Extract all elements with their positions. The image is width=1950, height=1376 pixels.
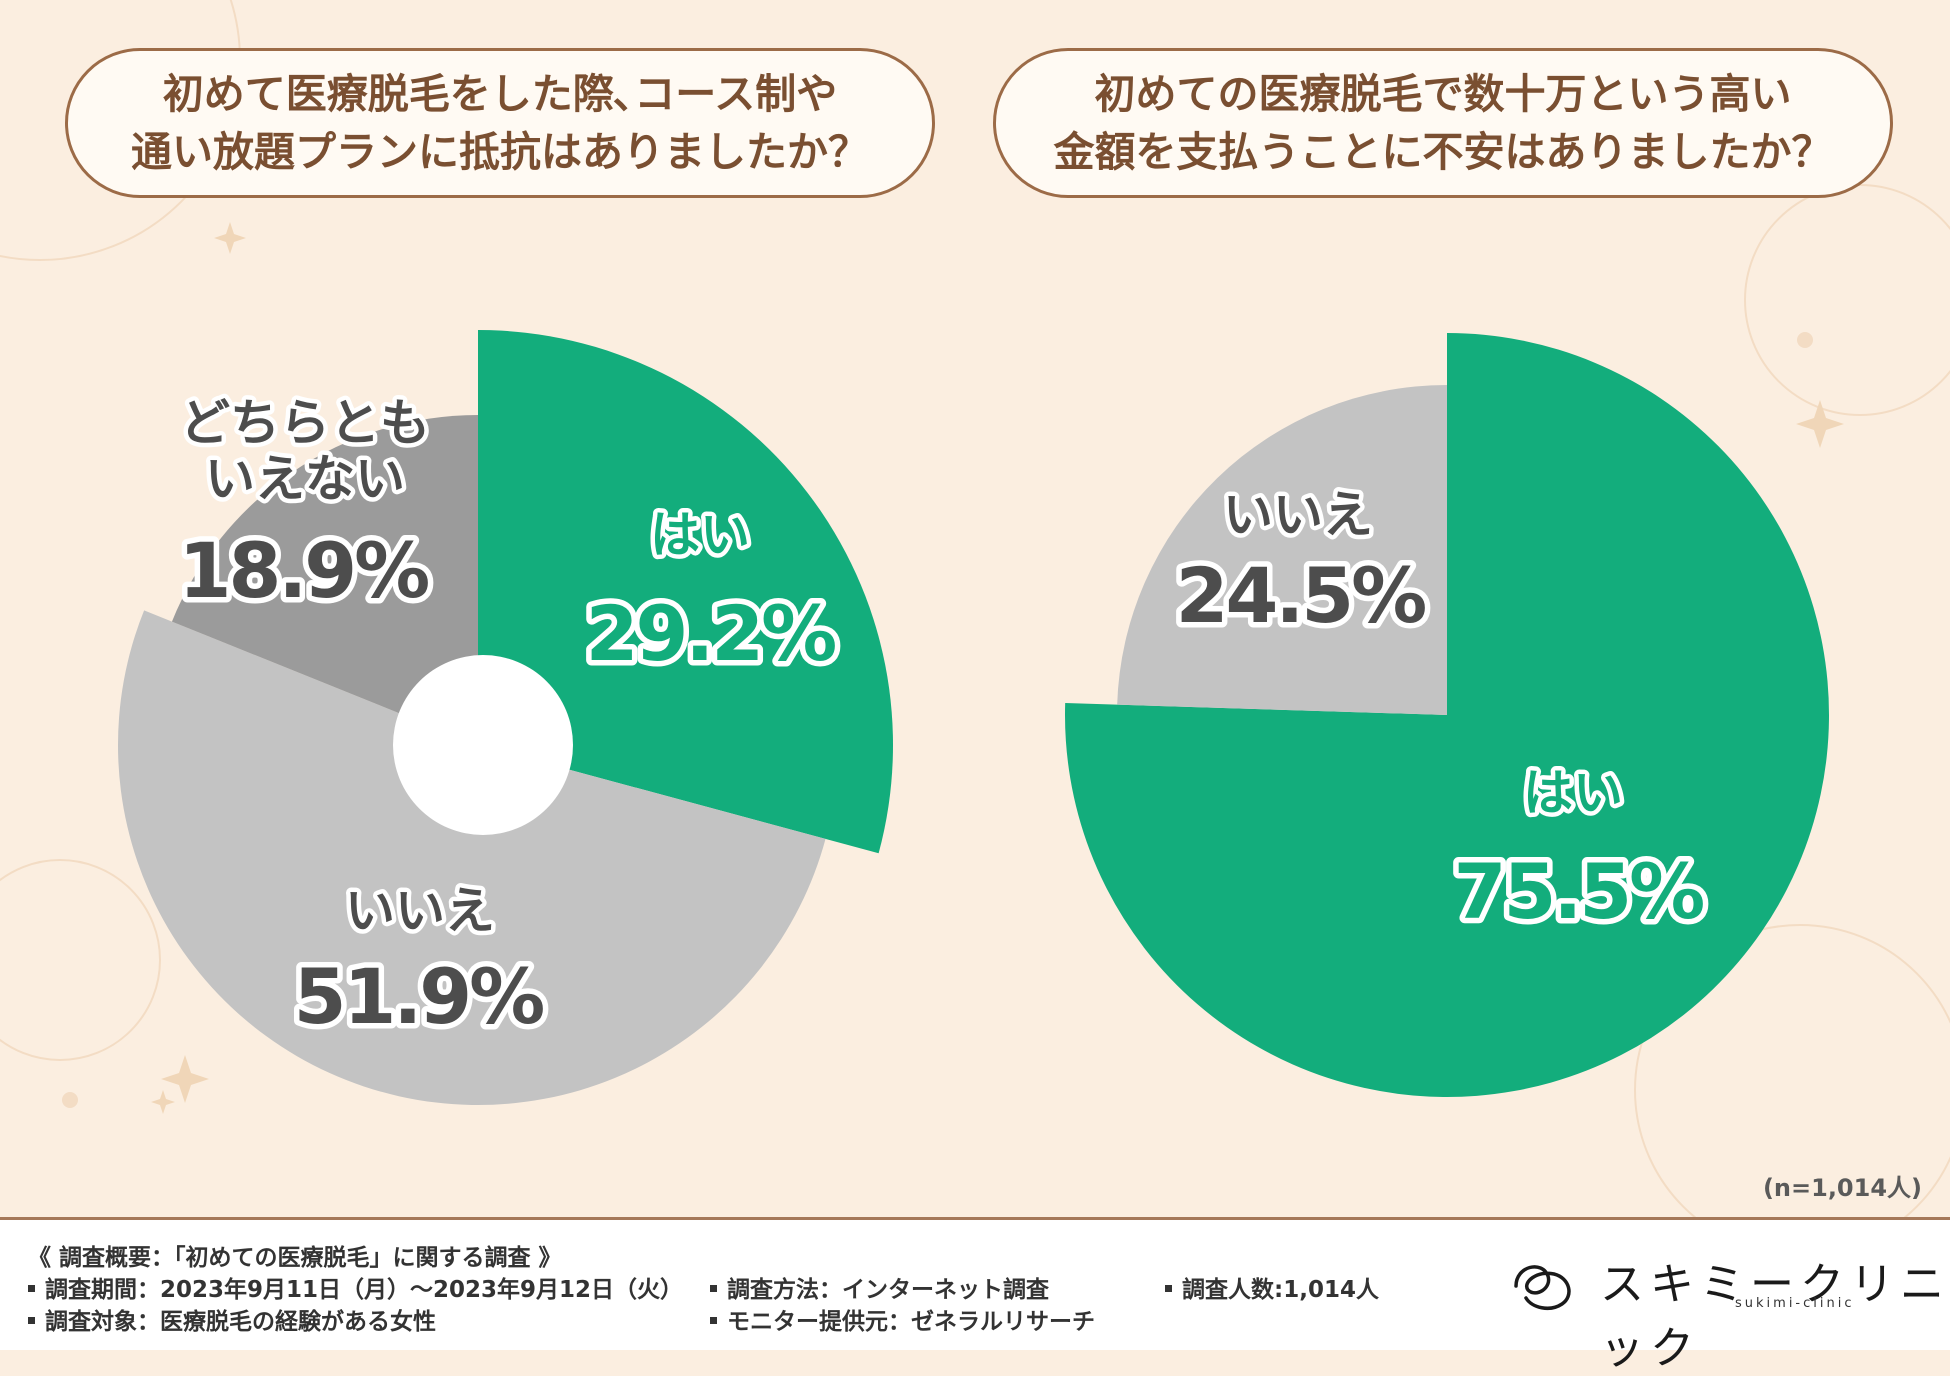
bullet-icon	[28, 1285, 35, 1292]
label-no-right: いいえ	[1223, 486, 1373, 544]
label-neutral-left: どちらともいえない	[180, 394, 430, 508]
bullet-icon	[710, 1317, 717, 1324]
label-yes-right: はい	[1523, 764, 1623, 822]
clinic-logo-icon	[1514, 1265, 1571, 1310]
survey-target-row: 調査対象：医療脱毛の経験がある女性	[28, 1302, 436, 1336]
survey-method: 調査方法：インターネット調査	[727, 1277, 1049, 1303]
clinic-logo-sub: sukimi-clinic	[1735, 1296, 1855, 1311]
slice-yes-left	[478, 330, 893, 854]
value-yes-right: 75.5%	[1454, 847, 1704, 936]
slice-neutral-left	[171, 415, 478, 745]
slice-no-right	[1117, 385, 1447, 715]
survey-heading: 《 調査概要：「初めての医療脱毛」に関する調査 》	[28, 1245, 562, 1271]
label-neutral-line: いえない	[205, 450, 405, 508]
survey-provider-row: モニター提供元：ゼネラルリサーチ	[710, 1302, 1095, 1336]
question-right: 初めての医療脱毛で数十万という高い 金額を支払うことに不安はありましたか？	[993, 48, 1893, 198]
survey-target: 調査対象：医療脱毛の経験がある女性	[45, 1309, 436, 1335]
survey-method-row: 調査方法：インターネット調査	[710, 1270, 1049, 1304]
survey-count-row: 調査人数:1,014人	[1165, 1270, 1379, 1304]
survey-period: 調査期間：2023年9月11日（月）～2023年9月12日（火）	[45, 1277, 684, 1303]
value-no-right: 24.5%	[1176, 551, 1426, 640]
survey-footer: 《 調査概要：「初めての医療脱毛」に関する調査 》 調査期間：2023年9月11…	[0, 1217, 1950, 1350]
bullet-icon	[710, 1285, 717, 1292]
value-no-left: 51.9%	[294, 952, 544, 1041]
value-yes-left: 29.2%	[586, 589, 836, 678]
bullet-icon	[1165, 1285, 1172, 1292]
clinic-logo-name: スキミークリニック	[1600, 1259, 1950, 1374]
slice-no-left	[118, 610, 826, 1105]
label-neutral-line: どちらとも	[180, 394, 430, 452]
label-yes-left: はい	[650, 506, 750, 564]
sample-size: (n=1,014人)	[1762, 1174, 1922, 1202]
bullet-icon	[28, 1317, 35, 1324]
label-no-left: いいえ	[345, 882, 495, 940]
survey-provider: モニター提供元：ゼネラルリサーチ	[727, 1309, 1095, 1335]
pie-chart-left: はい 29.2% いいえ 51.9% どちらともいえない 18.9%	[118, 330, 893, 1105]
survey-period-row: 調査期間：2023年9月11日（月）～2023年9月12日（火）	[28, 1270, 683, 1304]
pie-chart-right: はい 75.5% いいえ 24.5%	[1065, 333, 1829, 1097]
pie-charts: はい 29.2% いいえ 51.9% どちらともいえない 18.9% はい 75…	[118, 330, 1829, 1105]
value-neutral-left: 18.9%	[179, 526, 429, 615]
question-left: 初めて医療脱毛をした際､コース制や 通い放題プランに抵抗はありましたか？	[65, 48, 935, 198]
donut-hole	[393, 655, 573, 835]
survey-count: 調査人数:1,014人	[1182, 1277, 1379, 1303]
slice-yes-right	[1065, 333, 1829, 1097]
